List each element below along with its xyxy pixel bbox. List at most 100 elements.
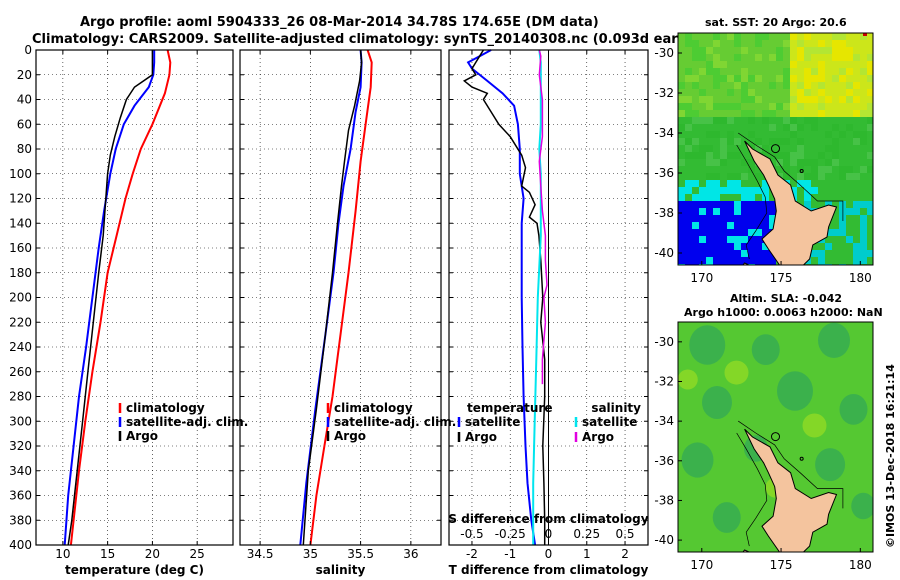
sst-pixel [867, 243, 873, 250]
sst-pixel [699, 201, 706, 208]
sst-pixel [783, 40, 790, 47]
sst-pixel [818, 75, 825, 82]
sst-pixel [832, 89, 839, 96]
sst-pixel [727, 47, 734, 54]
sst-pixel [692, 124, 699, 131]
sst-pixel [692, 110, 699, 117]
sst-pixel [706, 131, 713, 138]
sst-pixel [804, 103, 811, 110]
sst-pixel [734, 33, 741, 40]
sst-pixel [734, 75, 741, 82]
sst-pixel [706, 96, 713, 103]
sst-pixel [860, 96, 867, 103]
sst-pixel [818, 201, 825, 208]
sst-pixel [846, 250, 853, 257]
sst-pixel [685, 180, 692, 187]
sst-pixel [699, 54, 706, 61]
sst-pixel [720, 33, 727, 40]
sst-pixel [860, 33, 867, 40]
sst-pixel [853, 33, 860, 40]
sst-pixel [846, 194, 853, 201]
sst-pixel [685, 117, 692, 124]
sst-pixel [853, 166, 860, 173]
sst-pixel [797, 96, 804, 103]
sst-pixel [853, 180, 860, 187]
sst-pixel [776, 54, 783, 61]
sla-low-blob [751, 334, 780, 365]
sst-pixel [706, 208, 713, 215]
sst-pixel [846, 145, 853, 152]
sst-pixel [699, 131, 706, 138]
sst-pixel [734, 187, 741, 194]
sst-pixel [853, 250, 860, 257]
sst-pixel [748, 68, 755, 75]
sst-pixel [811, 54, 818, 61]
map-y-tick-label: -34 [654, 126, 674, 140]
sst-pixel [748, 257, 755, 264]
sst-pixel [811, 131, 818, 138]
sst-pixel [762, 152, 769, 159]
sst-pixel [846, 201, 853, 208]
legend-label: Argo [126, 429, 158, 443]
sst-pixel [741, 222, 748, 229]
sst-pixel [804, 131, 811, 138]
sst-pixel [755, 96, 762, 103]
sst-pixel [853, 47, 860, 54]
sst-pixel [727, 187, 734, 194]
y-tick-label: 180 [9, 266, 32, 280]
sst-pixel [853, 89, 860, 96]
sst-pixel [762, 54, 769, 61]
sst-pixel [797, 68, 804, 75]
sst-pixel [769, 82, 776, 89]
sst-pixel [860, 243, 867, 250]
sst-pixel [727, 89, 734, 96]
sst-pixel [727, 152, 734, 159]
sst-pixel [825, 96, 832, 103]
sst-pixel [846, 159, 853, 166]
sst-pixel [832, 96, 839, 103]
sst-pixel [825, 152, 832, 159]
sst-pixel [860, 117, 867, 124]
sst-pixel [678, 201, 685, 208]
sst-pixel [734, 61, 741, 68]
sst-pixel [797, 75, 804, 82]
sst-pixel [685, 131, 692, 138]
sst-pixel [706, 194, 713, 201]
sst-pixel [790, 159, 797, 166]
sst-pixel [825, 40, 832, 47]
sst-pixel [692, 89, 699, 96]
map-y-tick-label: -30 [654, 46, 674, 60]
sst-pixel [853, 257, 860, 264]
sst-pixel [818, 54, 825, 61]
sst-pixel [692, 145, 699, 152]
sst-pixel [839, 138, 846, 145]
sst-pixel [755, 138, 762, 145]
sst-pixel [755, 250, 762, 257]
sst-pixel [755, 243, 762, 250]
sst-pixel [853, 159, 860, 166]
sst-pixel [699, 33, 706, 40]
legend-label: climatology [334, 401, 413, 415]
sst-pixel [755, 124, 762, 131]
sst-pixel [846, 152, 853, 159]
sst-pixel [755, 194, 762, 201]
sst-pixel [846, 257, 853, 264]
sst-pixel [867, 208, 873, 215]
north-island-land [744, 428, 838, 552]
sst-pixel [741, 215, 748, 222]
x-tick-label: 36 [403, 547, 418, 561]
sst-pixel [860, 187, 867, 194]
sst-pixel [832, 138, 839, 145]
sst-pixel [776, 152, 783, 159]
sst-pixel [720, 187, 727, 194]
sst-pixel [685, 96, 692, 103]
sst-pixel [790, 82, 797, 89]
sst-pixel [783, 117, 790, 124]
sst-pixel [748, 47, 755, 54]
y-tick-label: 400 [9, 538, 32, 552]
sst-pixel [853, 208, 860, 215]
sst-pixel [748, 180, 755, 187]
sst-pixel [727, 229, 734, 236]
sst-pixel [804, 40, 811, 47]
sst-pixel [839, 117, 846, 124]
